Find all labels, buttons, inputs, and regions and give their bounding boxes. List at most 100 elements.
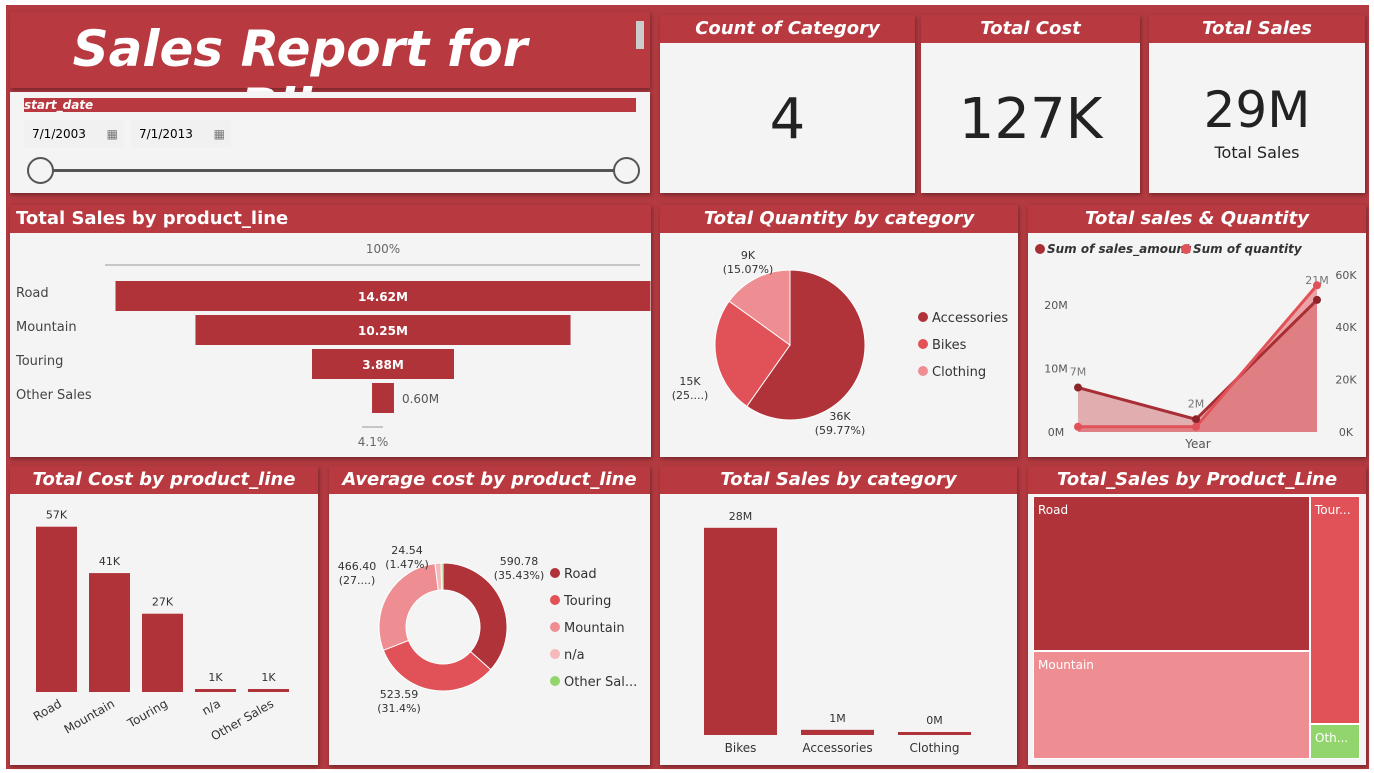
quantity-point bbox=[1313, 281, 1321, 290]
bar bbox=[195, 689, 236, 692]
funnel-bar-label: 0.60M bbox=[402, 392, 439, 406]
treemap-tile-mountain[interactable]: Mountain bbox=[1033, 651, 1310, 759]
funnel-bar bbox=[115, 281, 651, 311]
pie-slice bbox=[728, 269, 791, 346]
funnel-bar bbox=[372, 383, 394, 413]
bar-data-label: 1K bbox=[208, 671, 223, 684]
slider-track[interactable] bbox=[40, 169, 627, 172]
legend-label: Sum of quantity bbox=[1193, 242, 1303, 256]
pie-data-label: 36K (59.77%) bbox=[815, 410, 866, 437]
funnel-bar-label: 3.88M bbox=[362, 358, 404, 372]
funnel-bar-label: 10.25M bbox=[358, 324, 408, 338]
legend-label: Sum of sales_amount bbox=[1047, 242, 1192, 257]
sales-data-label: 2M bbox=[1188, 397, 1205, 410]
pie-chart: 36K (59.77%) 15K (25....) 9K (15.07%) Accessor… bbox=[672, 249, 1009, 437]
title-panel: Sales Report for Bike bbox=[10, 12, 650, 136]
category-bar-chart: 28M Bikes 1M Accessories 0M Clothing bbox=[704, 510, 971, 755]
bar bbox=[704, 527, 777, 735]
scrollbar[interactable] bbox=[636, 21, 644, 49]
funnel-top-percent: 100% bbox=[366, 242, 400, 256]
legend-label: Bikes bbox=[932, 338, 967, 353]
card-value: 29M bbox=[1203, 81, 1311, 139]
cost-bar-chart: 57KRoad41KMountain27KTouring1Kn/a1KOther… bbox=[31, 509, 289, 744]
legend-label: Clothing bbox=[932, 365, 986, 380]
x-axis-label: Bikes bbox=[725, 741, 757, 755]
funnel-bar bbox=[195, 315, 571, 345]
bar-data-label: 57K bbox=[46, 509, 68, 522]
quantity-point bbox=[1192, 422, 1200, 431]
bar-data-label: 27K bbox=[152, 596, 174, 609]
pie-data-label: 9K (15.07%) bbox=[723, 249, 774, 276]
legend-marker bbox=[550, 676, 560, 686]
card-count-category: Count of Category 4 bbox=[660, 15, 915, 193]
legend-marker bbox=[550, 649, 560, 659]
legend-label: Mountain bbox=[564, 621, 625, 636]
calendar-icon[interactable]: ▦ bbox=[106, 127, 118, 141]
calendar-icon[interactable]: ▦ bbox=[213, 127, 225, 141]
treemap-tile-other[interactable]: Oth... bbox=[1310, 724, 1360, 759]
pie-data-label: 15K (25....) bbox=[672, 375, 709, 402]
card-header: Total Cost bbox=[921, 15, 1140, 43]
legend-marker bbox=[550, 622, 560, 632]
pie-data-label: 590.78 (35.43%) bbox=[494, 555, 545, 582]
bar bbox=[801, 729, 874, 735]
y-left-tick: 0M bbox=[1048, 426, 1065, 439]
bar bbox=[36, 526, 77, 692]
card-header: Count of Category bbox=[660, 15, 915, 43]
legend-label: n/a bbox=[564, 648, 585, 663]
slider-handle-start[interactable] bbox=[27, 157, 54, 184]
legend-marker bbox=[550, 568, 560, 578]
funnel-bottom-percent: 4.1% bbox=[358, 435, 389, 449]
line-panel: Total sales & Quantity 0M 10M 20M 0K 20K 40K 6… bbox=[1028, 205, 1366, 457]
bar bbox=[142, 613, 183, 692]
bar-data-label: 1K bbox=[261, 671, 276, 684]
card-value: 127K bbox=[958, 87, 1103, 152]
pie-data-label: 523.59 (31.4%) bbox=[377, 688, 421, 715]
x-axis-label: Accessories bbox=[802, 741, 872, 755]
x-axis-label: Touring bbox=[124, 696, 170, 730]
pie-slice bbox=[442, 562, 508, 671]
bar-data-label: 41K bbox=[99, 555, 121, 568]
card-total-sales: Total Sales 29M Total Sales bbox=[1149, 15, 1365, 193]
slicer-label: start_date bbox=[24, 98, 636, 112]
y-right-tick: 0K bbox=[1339, 426, 1354, 439]
quantity-area bbox=[1078, 285, 1317, 432]
treemap-panel: Total_Sales by Product_Line Road Mountai… bbox=[1028, 466, 1366, 765]
bar bbox=[898, 732, 971, 735]
pie-panel: Total Quantity by category 36K (59.77%) 15… bbox=[660, 205, 1018, 457]
sales-point bbox=[1192, 415, 1200, 424]
end-date-input[interactable]: 7/1/2013 ▦ bbox=[131, 120, 231, 148]
pie-slice bbox=[714, 300, 791, 408]
cost-bar-panel: Total Cost by product_line 57K Road 41K Mou… bbox=[10, 466, 318, 765]
x-axis-label: n/a bbox=[200, 696, 223, 718]
legend-label: Road bbox=[564, 567, 597, 582]
y-right-tick: 60K bbox=[1335, 269, 1357, 282]
sales-data-label: 21M bbox=[1305, 274, 1329, 287]
treemap-tile-road[interactable]: Road bbox=[1033, 496, 1310, 651]
funnel-category-label: Road bbox=[16, 286, 49, 301]
bar-data-label: 0M bbox=[926, 714, 943, 727]
bar-data-label: 1M bbox=[829, 712, 846, 725]
treemap-tile-touring[interactable]: Tour... bbox=[1310, 496, 1360, 724]
x-axis-label: Road bbox=[31, 696, 64, 723]
start-date-input[interactable]: 7/1/2003 ▦ bbox=[24, 120, 124, 148]
x-axis-title: Year bbox=[1184, 437, 1210, 451]
sales-data-label: 7M bbox=[1070, 366, 1087, 379]
chart-title: Total Sales by product_line bbox=[10, 205, 651, 233]
legend-marker bbox=[550, 595, 560, 605]
pie-data-label: 466.40 (27....) bbox=[338, 560, 377, 587]
y-left-tick: 10M bbox=[1044, 363, 1068, 376]
pie-slice bbox=[440, 562, 444, 591]
bar bbox=[89, 573, 130, 692]
legend-marker bbox=[1035, 244, 1045, 254]
slider-handle-end[interactable] bbox=[613, 157, 640, 184]
donut-panel: Average cost by product_line 590.78 (35.4… bbox=[329, 466, 650, 765]
funnel-category-label: Mountain bbox=[16, 320, 77, 335]
legend-marker bbox=[918, 312, 928, 322]
chart-title: Total_Sales by Product_Line bbox=[1028, 466, 1366, 494]
y-right-tick: 40K bbox=[1335, 321, 1357, 334]
card-header: Total Sales bbox=[1149, 15, 1365, 43]
line-chart: 0M 10M 20M 0K 20K 40K 60K 7M 2M 21M Year Sum of sal… bbox=[1035, 242, 1357, 451]
card-value: 4 bbox=[769, 87, 806, 152]
donut-chart: 590.78 (35.43%) 523.59 (31.4%) 466.40 (27....… bbox=[338, 544, 638, 715]
